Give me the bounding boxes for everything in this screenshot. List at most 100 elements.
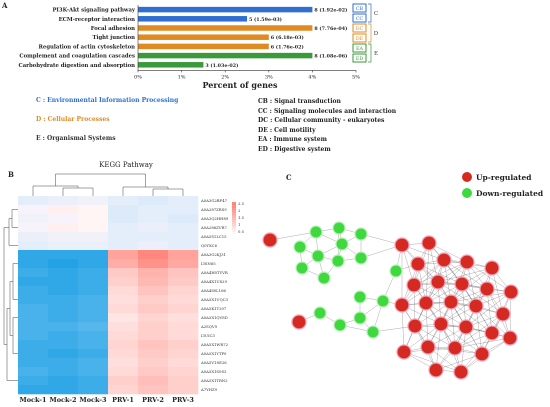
heatmap-cell — [168, 358, 199, 368]
down-regulated-label: Down-regulated — [476, 188, 544, 198]
heatmap-cell — [78, 214, 109, 224]
up-regulated-node — [443, 294, 459, 310]
bar — [138, 34, 269, 40]
up-regulated-node — [503, 284, 519, 300]
subcategory-legend-item: EA : Immune system — [258, 136, 327, 143]
down-regulated-node — [335, 237, 349, 251]
heatmap-cell — [168, 313, 199, 323]
heatmap-cell — [78, 340, 109, 350]
network-edge — [443, 259, 488, 290]
bar-value-label: 5 (1.59e-03) — [249, 16, 282, 23]
heatmap-cell — [48, 295, 79, 305]
network-edge — [425, 261, 468, 304]
color-scale-segment — [232, 226, 236, 229]
bar — [138, 43, 269, 50]
color-scale-tick: 1 — [238, 222, 240, 227]
heatmap-cell — [48, 304, 79, 314]
network-edge — [454, 313, 504, 349]
heatmap-cell — [168, 232, 199, 242]
heatmap-cell — [48, 376, 79, 386]
side-legend-group-letter: E — [374, 51, 378, 57]
network-edge — [401, 304, 405, 353]
heatmap-cell — [48, 268, 79, 278]
heatmap-row-label: I3UIC3 — [201, 333, 216, 338]
heatmap-cell — [78, 250, 109, 260]
network-edge — [414, 325, 456, 349]
heatmap-cell — [18, 367, 49, 377]
subcategory-legend-item: ED : Digestive system — [258, 145, 331, 153]
heatmap-column-label: Mock-1 — [20, 396, 47, 404]
category-legend-item: C : Environmental Information Processing — [36, 97, 179, 104]
network-legend: Up-regulated Down-regulated — [462, 172, 543, 198]
side-legend-bracket — [368, 3, 372, 23]
bar — [138, 62, 204, 68]
heatmap-column-label: PRV-1 — [112, 396, 134, 404]
color-scale-segment — [232, 220, 236, 223]
heatmap-row-label: A0A5V1SE26 — [200, 360, 227, 365]
bar-value-label: 6 (1.76e-02) — [271, 43, 304, 50]
network-edge — [425, 302, 467, 328]
side-legend-code: CC — [356, 16, 364, 22]
color-scale-segment — [232, 212, 236, 215]
side-legend-box — [352, 3, 367, 13]
side-legend-group-letter: C — [374, 11, 378, 17]
heatmap-cell — [78, 349, 109, 359]
network-edge — [435, 323, 442, 371]
down-regulated-node — [293, 240, 307, 254]
heatmap-cell — [18, 286, 49, 296]
heatmap-cell — [78, 232, 109, 242]
up-regulated-node — [421, 235, 437, 251]
down-regulated-node — [295, 261, 309, 275]
up-regulated-node — [479, 281, 495, 297]
heatmap-cell — [48, 385, 79, 395]
bar — [138, 16, 247, 22]
category-legend-item: D : Cellular Processes — [36, 116, 110, 123]
color-scale-segment — [232, 222, 236, 225]
down-regulated-node — [331, 254, 345, 268]
heatmap-row-label: A0A5X1WR72 — [200, 342, 229, 347]
side-legend-code: EA — [356, 46, 364, 52]
heatmap-cell — [138, 205, 169, 215]
side-legend-box — [352, 23, 367, 33]
heatmap-row-label: A0A4H0TYVR — [200, 270, 228, 275]
heatmap-cell — [138, 268, 169, 278]
heatmap-cell — [138, 232, 169, 242]
heatmap-cell — [78, 313, 109, 323]
heatmap-cell — [78, 295, 109, 305]
heatmap-row-label: Q0YXC6 — [201, 243, 218, 248]
heatmap-cell — [138, 358, 169, 368]
bar-value-label: 8 (1.08e-06) — [314, 53, 347, 60]
heatmap-cell — [48, 241, 79, 251]
heatmap-cell — [168, 349, 199, 359]
heatmap-cell — [18, 331, 49, 341]
up-regulated-node — [484, 325, 500, 341]
color-scale-segment — [232, 228, 236, 231]
side-legend-box — [352, 43, 367, 53]
heatmap-cell — [48, 223, 79, 233]
bar-value-label: 8 (1.92e-02) — [314, 7, 347, 14]
color-scale-segment — [232, 224, 236, 227]
heatmap-cell — [48, 331, 79, 341]
heatmap-cell — [108, 232, 139, 242]
color-scale-segment — [232, 208, 236, 211]
up-regulated-node — [447, 340, 463, 356]
x-tick-label: 5% — [352, 74, 360, 80]
heatmap-cell — [108, 304, 139, 314]
up-regulated-node — [468, 298, 484, 314]
down-regulated-node — [353, 311, 367, 325]
heatmap-row-label: A0A5S1LC15 — [200, 234, 227, 239]
color-scale-segment — [232, 204, 236, 207]
heatmap-cell — [138, 385, 169, 395]
heatmap-row-label: A0A3G2KJ31 — [200, 252, 226, 257]
subcategory-legend-item: CB : Signal transduction — [258, 98, 341, 105]
subcategory-legend-item: DE : Cell motility — [258, 126, 316, 134]
down-regulated-node — [389, 264, 403, 278]
heatmap-cell — [18, 313, 49, 323]
heatmap-cell — [138, 214, 169, 224]
heatmap-cell — [168, 340, 199, 350]
heatmap-cell — [108, 367, 139, 377]
bar-category-label: PI3K-Akt signaling pathway — [52, 8, 135, 14]
heatmap-cell — [18, 223, 49, 233]
